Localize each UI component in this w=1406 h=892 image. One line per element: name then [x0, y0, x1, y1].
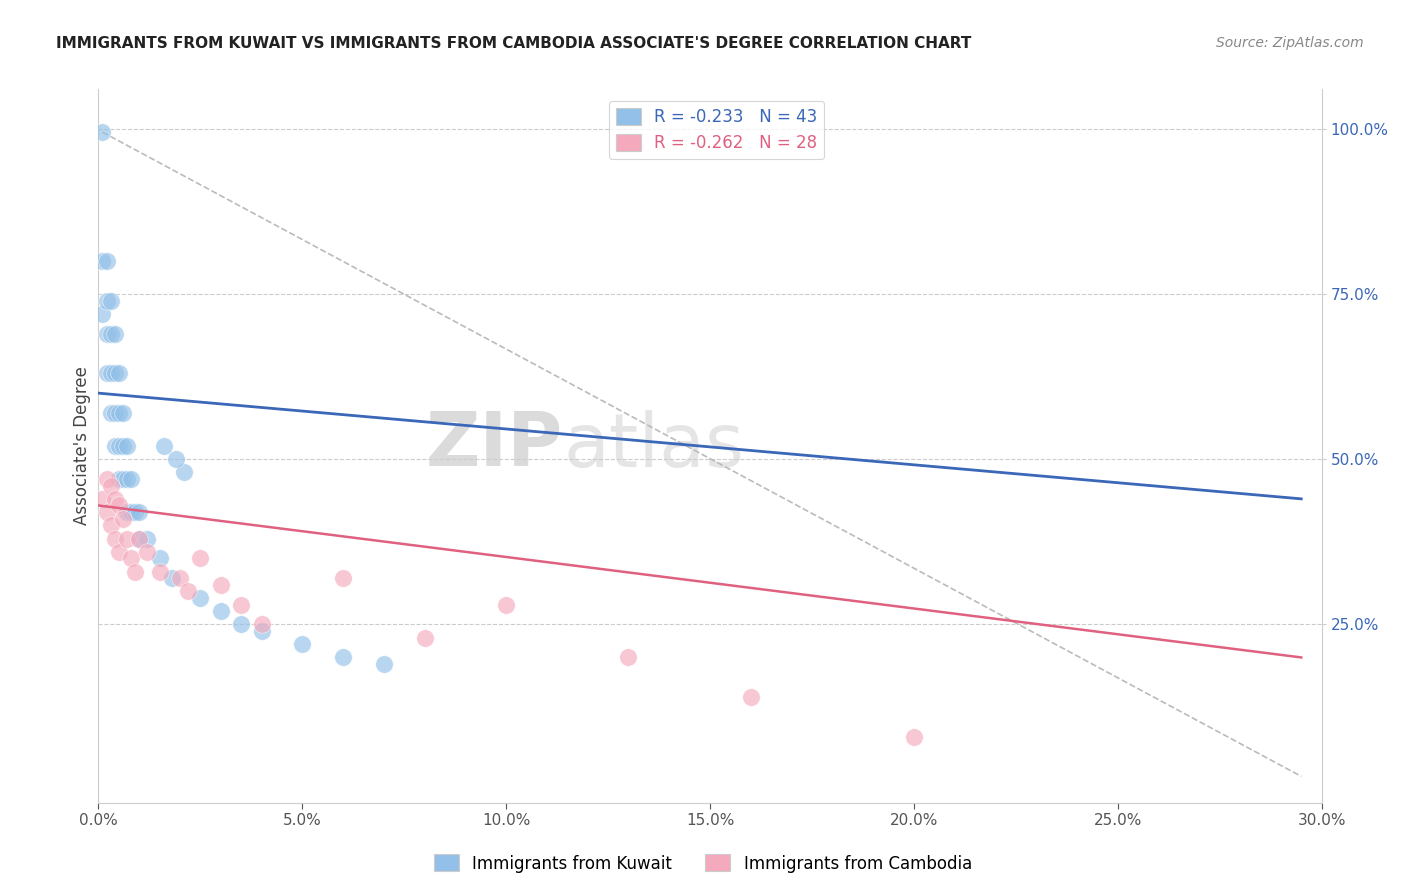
- Point: [100, 518, 122, 533]
- Point: [617, 650, 640, 665]
- Point: [108, 499, 131, 513]
- Point: [111, 406, 134, 420]
- Point: [104, 326, 127, 341]
- Point: [413, 631, 436, 645]
- Point: [104, 491, 127, 506]
- Point: [209, 604, 232, 618]
- Point: [96, 326, 118, 341]
- Point: [96, 472, 118, 486]
- Point: [91, 125, 114, 139]
- Point: [250, 617, 273, 632]
- Point: [120, 551, 142, 566]
- Point: [250, 624, 273, 638]
- Point: [91, 491, 114, 506]
- Point: [104, 532, 127, 546]
- Point: [100, 293, 122, 308]
- Point: [124, 505, 146, 519]
- Legend: Immigrants from Kuwait, Immigrants from Cambodia: Immigrants from Kuwait, Immigrants from …: [427, 847, 979, 880]
- Point: [165, 452, 187, 467]
- Point: [96, 367, 118, 381]
- Point: [128, 505, 150, 519]
- Point: [111, 439, 134, 453]
- Point: [96, 293, 118, 308]
- Point: [160, 571, 183, 585]
- Point: [111, 472, 134, 486]
- Point: [104, 367, 127, 381]
- Point: [903, 730, 925, 744]
- Point: [96, 254, 118, 268]
- Point: [169, 571, 191, 585]
- Point: [495, 598, 517, 612]
- Text: IMMIGRANTS FROM KUWAIT VS IMMIGRANTS FROM CAMBODIA ASSOCIATE'S DEGREE CORRELATIO: IMMIGRANTS FROM KUWAIT VS IMMIGRANTS FRO…: [56, 36, 972, 51]
- Legend: R = -0.233   N = 43, R = -0.262   N = 28: R = -0.233 N = 43, R = -0.262 N = 28: [609, 101, 824, 159]
- Point: [136, 532, 159, 546]
- Point: [100, 406, 122, 420]
- Point: [108, 367, 131, 381]
- Point: [177, 584, 200, 599]
- Point: [104, 439, 127, 453]
- Point: [120, 505, 142, 519]
- Point: [128, 532, 150, 546]
- Point: [209, 578, 232, 592]
- Point: [100, 367, 122, 381]
- Point: [124, 565, 146, 579]
- Point: [136, 545, 159, 559]
- Point: [373, 657, 395, 671]
- Point: [108, 472, 131, 486]
- Point: [332, 571, 354, 585]
- Point: [120, 472, 142, 486]
- Point: [115, 472, 138, 486]
- Point: [149, 565, 172, 579]
- Point: [108, 545, 131, 559]
- Text: Source: ZipAtlas.com: Source: ZipAtlas.com: [1216, 36, 1364, 50]
- Point: [231, 598, 253, 612]
- Point: [128, 532, 150, 546]
- Point: [332, 650, 354, 665]
- Point: [108, 439, 131, 453]
- Point: [115, 439, 138, 453]
- Point: [100, 326, 122, 341]
- Point: [149, 551, 172, 566]
- Point: [173, 466, 195, 480]
- Point: [115, 532, 138, 546]
- Point: [231, 617, 253, 632]
- Point: [104, 406, 127, 420]
- Point: [740, 690, 762, 704]
- Point: [115, 505, 138, 519]
- Point: [100, 478, 122, 492]
- Text: atlas: atlas: [564, 409, 744, 483]
- Point: [152, 439, 174, 453]
- Point: [91, 254, 114, 268]
- Point: [291, 637, 314, 651]
- Point: [111, 511, 134, 525]
- Point: [188, 551, 212, 566]
- Point: [96, 505, 118, 519]
- Text: ZIP: ZIP: [426, 409, 564, 483]
- Point: [108, 406, 131, 420]
- Point: [91, 307, 114, 321]
- Y-axis label: Associate's Degree: Associate's Degree: [73, 367, 91, 525]
- Point: [188, 591, 212, 605]
